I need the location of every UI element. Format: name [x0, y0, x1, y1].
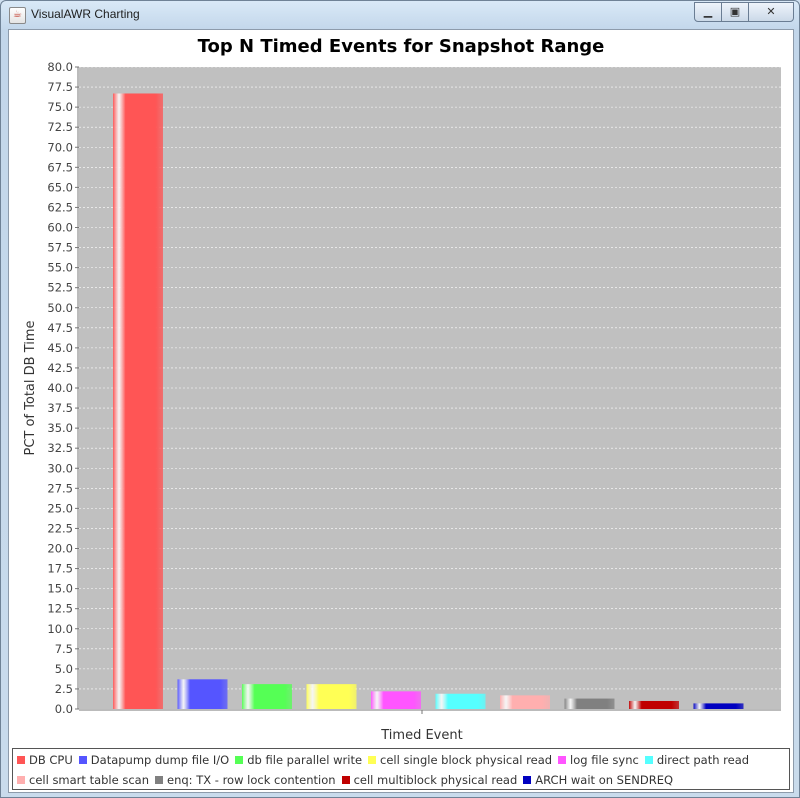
y-tick-label: 60.0 — [47, 221, 73, 235]
legend-swatch — [368, 756, 377, 764]
legend-row-1: DB CPU Datapump dump file I/O db file para… — [17, 753, 755, 767]
maximize-button[interactable]: ▣ — [721, 2, 749, 22]
y-tick-label: 30.0 — [47, 461, 73, 475]
y-tick-label: 35.0 — [47, 421, 73, 435]
y-tick-label: 57.5 — [47, 241, 73, 255]
close-button[interactable]: ✕ — [748, 2, 794, 22]
bar-datapump-dump-file-i-o — [177, 679, 228, 709]
legend-item: Datapump dump file I/O — [78, 753, 230, 767]
legend-label: direct path read — [656, 753, 750, 767]
window-controls: ▁ ▣ ✕ — [694, 2, 794, 22]
y-tick-label: 45.0 — [47, 341, 73, 355]
bar-log-file-sync — [371, 691, 421, 709]
legend-item: cell multiblock physical read — [341, 773, 518, 787]
legend-item: cell smart table scan — [17, 773, 149, 787]
y-tick-label: 55.0 — [47, 261, 73, 275]
y-tick-label: 75.0 — [47, 100, 73, 114]
legend-label: db file parallel write — [247, 753, 363, 767]
y-tick-label: 70.0 — [47, 140, 73, 154]
bar-enq-tx-row-lock-contention — [564, 698, 615, 709]
legend-swatch — [558, 756, 567, 764]
legend-item: DB CPU — [17, 753, 73, 767]
legend-item: ARCH wait on SENDREQ — [523, 773, 673, 787]
bar-cell-multiblock-physical-read — [629, 700, 679, 709]
y-tick-label: 47.5 — [47, 321, 73, 335]
legend-label: ARCH wait on SENDREQ — [535, 773, 674, 787]
maximize-icon: ▣ — [729, 5, 741, 18]
legend-label: cell single block physical read — [380, 753, 553, 767]
window-title: VisualAWR Charting — [31, 7, 140, 21]
y-tick-label: 15.0 — [47, 582, 73, 596]
y-tick-label: 20.0 — [47, 542, 73, 556]
y-tick-label: 42.5 — [47, 361, 73, 375]
legend-item: direct path read — [644, 753, 750, 767]
chart-panel: Top N Timed Events for Snapshot Range 0.… — [8, 29, 794, 793]
y-tick-label: 7.5 — [55, 642, 73, 656]
x-axis-label: Timed Event — [380, 728, 462, 743]
legend-swatch — [17, 756, 25, 764]
legend-label: Datapump dump file I/O — [90, 753, 230, 767]
y-tick-label: 5.0 — [55, 662, 73, 676]
legend-label: enq: TX - row lock contention — [167, 773, 336, 787]
y-tick-label: 62.5 — [47, 200, 73, 214]
y-tick-label: 27.5 — [47, 481, 73, 495]
y-tick-label: 65.0 — [47, 180, 73, 194]
legend-swatch — [341, 776, 350, 784]
close-icon: ✕ — [766, 5, 776, 18]
y-tick-label: 17.5 — [47, 562, 73, 576]
y-tick-label: 50.0 — [47, 301, 73, 315]
legend-swatch — [523, 776, 532, 784]
y-tick-label: 77.5 — [47, 80, 73, 94]
legend-item: enq: TX - row lock contention — [155, 773, 336, 787]
bar-arch-wait-on-sendreq — [693, 703, 744, 709]
legend-label: cell smart table scan — [29, 773, 150, 787]
legend-label: cell multiblock physical read — [353, 773, 518, 787]
y-tick-label: 25.0 — [47, 501, 73, 515]
legend-swatch — [155, 776, 164, 784]
y-tick-label: 22.5 — [47, 521, 73, 535]
y-axis-label: PCT of Total DB Time — [23, 320, 38, 455]
bar-cell-smart-table-scan — [500, 695, 550, 709]
bar-db-cpu — [113, 93, 163, 710]
y-tick-label: 0.0 — [55, 702, 73, 716]
minimize-icon: ▁ — [703, 5, 713, 18]
legend-swatch — [644, 756, 653, 764]
y-tick-label: 80.0 — [47, 60, 73, 74]
legend-row-2: cell smart table scan enq: TX - row lock … — [17, 773, 679, 787]
bar-chart: 0.0 2.5 5.0 7.5 10.0 12.5 15.0 17.5 20.0 22.5 25.0… — [23, 60, 781, 743]
bar-db-file-parallel-write — [242, 684, 292, 709]
legend-swatch — [78, 756, 87, 764]
y-tick-label: 12.5 — [47, 602, 73, 616]
y-tick-label: 37.5 — [47, 401, 73, 415]
y-tick-label: 67.5 — [47, 160, 73, 174]
bar-cell-single-block-physical-read — [306, 684, 357, 709]
y-tick-label: 72.5 — [47, 120, 73, 134]
legend-item: log file sync — [558, 753, 639, 767]
y-tick-label: 40.0 — [47, 381, 73, 395]
title-bar[interactable]: ☕ VisualAWR Charting ▁ ▣ ✕ — [1, 1, 799, 29]
bar-direct-path-read — [435, 693, 486, 709]
java-cup-icon: ☕ — [9, 7, 26, 24]
minimize-button[interactable]: ▁ — [694, 2, 722, 22]
y-tick-label: 2.5 — [55, 682, 73, 696]
legend-label: log file sync — [570, 753, 639, 767]
legend-label: DB CPU — [29, 753, 73, 767]
y-tick-label: 32.5 — [47, 441, 73, 455]
y-tick-label: 52.5 — [47, 281, 73, 295]
chart-legend: DB CPU Datapump dump file I/O db file para… — [12, 748, 790, 790]
legend-swatch — [17, 776, 25, 784]
legend-item: db file parallel write — [235, 753, 362, 767]
legend-swatch — [235, 756, 244, 764]
legend-item: cell single block physical read — [368, 753, 552, 767]
chart-title: Top N Timed Events for Snapshot Range — [197, 36, 605, 57]
y-tick-label: 10.0 — [47, 622, 73, 636]
